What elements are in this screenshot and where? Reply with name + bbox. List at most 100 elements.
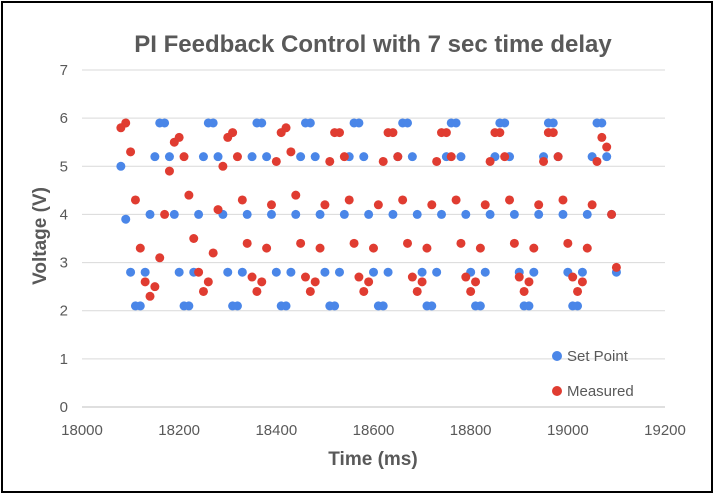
data-point: [534, 200, 544, 210]
data-point: [485, 209, 495, 219]
y-tick-label: 2: [60, 303, 68, 320]
data-point: [480, 267, 490, 277]
data-point: [334, 267, 344, 277]
data-point: [475, 301, 485, 311]
data-point: [611, 262, 621, 272]
data-point: [271, 267, 281, 277]
data-point: [582, 209, 592, 219]
data-point: [558, 209, 568, 219]
data-point: [320, 200, 330, 210]
data-point: [208, 248, 218, 258]
data-point: [135, 301, 145, 311]
y-tick-label: 1: [60, 351, 68, 368]
x-tick-labels: 18000 18200 18400 18600 18800 19000 19200: [61, 422, 686, 439]
data-point: [325, 156, 335, 166]
data-point: [145, 209, 155, 219]
data-point: [437, 209, 447, 219]
series-measured: [116, 118, 621, 301]
data-point: [339, 152, 349, 162]
data-point: [218, 161, 228, 171]
data-point: [485, 156, 495, 166]
data-point: [315, 243, 325, 253]
data-point: [393, 152, 403, 162]
data-point: [456, 152, 466, 162]
data-point: [257, 118, 267, 128]
data-point: [354, 272, 364, 282]
data-point: [296, 152, 306, 162]
data-point: [403, 238, 413, 248]
data-point: [305, 118, 315, 128]
y-tick-label: 7: [60, 62, 68, 79]
y-axis-title: Voltage (V): [30, 187, 51, 285]
data-point: [130, 195, 140, 205]
data-point: [383, 267, 393, 277]
data-point: [281, 301, 291, 311]
x-tick-label: 19200: [644, 422, 686, 439]
x-tick-label: 18200: [158, 422, 200, 439]
data-point: [432, 267, 442, 277]
data-point: [364, 209, 374, 219]
y-tick-label: 3: [60, 255, 68, 272]
data-point: [310, 152, 320, 162]
data-point: [252, 286, 262, 296]
data-point: [164, 166, 174, 176]
data-point: [223, 267, 233, 277]
data-point: [427, 200, 437, 210]
data-point: [213, 205, 223, 215]
data-point: [500, 152, 510, 162]
data-point: [354, 118, 364, 128]
data-point: [412, 286, 422, 296]
data-point: [203, 277, 213, 287]
data-point: [310, 277, 320, 287]
x-tick-label: 19000: [547, 422, 589, 439]
data-point: [155, 253, 165, 263]
data-point: [461, 209, 471, 219]
data-point: [364, 277, 374, 287]
data-point: [441, 128, 451, 138]
data-point: [407, 152, 417, 162]
data-point: [446, 152, 456, 162]
data-point: [121, 214, 131, 224]
data-point: [247, 272, 257, 282]
data-point: [597, 118, 607, 128]
data-point: [378, 301, 388, 311]
gridlines: [82, 69, 665, 360]
x-tick-label: 18000: [61, 422, 103, 439]
legend: Set Point Measured: [552, 348, 634, 400]
data-point: [548, 128, 558, 138]
data-point: [232, 301, 242, 311]
data-point: [398, 195, 408, 205]
data-point: [514, 272, 524, 282]
data-point: [524, 301, 534, 311]
data-point: [213, 152, 223, 162]
data-point: [194, 267, 204, 277]
data-point: [577, 277, 587, 287]
data-point: [160, 209, 170, 219]
data-point: [359, 152, 369, 162]
data-point: [466, 286, 476, 296]
data-point: [300, 272, 310, 282]
data-point: [427, 301, 437, 311]
data-point: [286, 267, 296, 277]
data-point: [281, 123, 291, 133]
data-point: [344, 195, 354, 205]
x-tick-label: 18800: [450, 422, 492, 439]
data-point: [388, 128, 398, 138]
data-point: [169, 209, 179, 219]
data-point: [320, 267, 330, 277]
data-point: [194, 209, 204, 219]
data-point: [140, 267, 150, 277]
data-point: [451, 195, 461, 205]
data-point: [126, 267, 136, 277]
data-point: [291, 190, 301, 200]
data-point: [509, 209, 519, 219]
legend-marker-measured: [552, 386, 562, 396]
data-point: [607, 209, 617, 219]
data-point: [558, 195, 568, 205]
data-point: [359, 286, 369, 296]
data-point: [534, 209, 544, 219]
data-point: [189, 234, 199, 243]
data-point: [286, 147, 296, 157]
data-point: [407, 272, 417, 282]
